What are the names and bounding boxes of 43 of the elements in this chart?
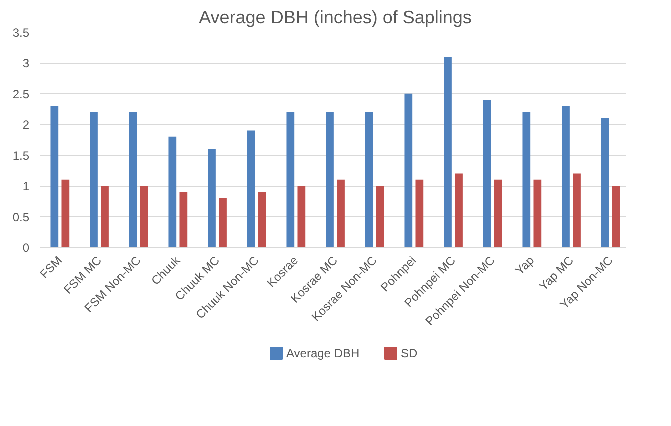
- bar: [522, 112, 531, 248]
- y-tick-label: 0: [22, 241, 30, 255]
- y-tick-label: 0.5: [12, 210, 30, 224]
- bar: [258, 192, 266, 248]
- legend-label: SD: [401, 346, 418, 360]
- bar: [601, 118, 610, 248]
- y-tick-label: 2: [22, 118, 30, 132]
- y-tick-label: 2.5: [12, 87, 30, 102]
- bar: [365, 112, 374, 248]
- bar: [337, 180, 345, 248]
- y-tick-label: 1.5: [12, 148, 30, 163]
- bar: [444, 57, 452, 248]
- bar: [494, 180, 502, 248]
- bar: [298, 186, 306, 248]
- bar: [50, 106, 59, 248]
- y-tick-label: 3.5: [12, 26, 30, 40]
- bar: [455, 174, 463, 248]
- bar: [416, 180, 424, 248]
- bar: [219, 198, 227, 248]
- legend-label: Average DBH: [286, 346, 360, 360]
- bar: [573, 174, 581, 248]
- bar: [247, 130, 256, 248]
- bar: [404, 94, 413, 248]
- bar: [140, 186, 148, 248]
- bar: [286, 112, 295, 248]
- bar: [180, 192, 188, 248]
- bar: [129, 112, 138, 248]
- bar: [376, 186, 384, 248]
- bar: [168, 136, 177, 248]
- bar: [612, 186, 620, 248]
- bar: [483, 100, 492, 248]
- bar: [90, 112, 98, 248]
- bar: [101, 186, 109, 248]
- bar: [208, 149, 216, 248]
- chart-title: Average DBH (inches) of Saplings: [199, 8, 472, 28]
- y-tick-label: 1: [22, 180, 30, 194]
- x-tick-label: Yap: [512, 253, 538, 278]
- bar: [562, 106, 570, 248]
- bar: [326, 112, 334, 248]
- y-tick-label: 3: [22, 56, 30, 71]
- bar: [62, 180, 70, 248]
- x-tick-label: Yap MC: [536, 253, 577, 294]
- bar: [534, 180, 542, 248]
